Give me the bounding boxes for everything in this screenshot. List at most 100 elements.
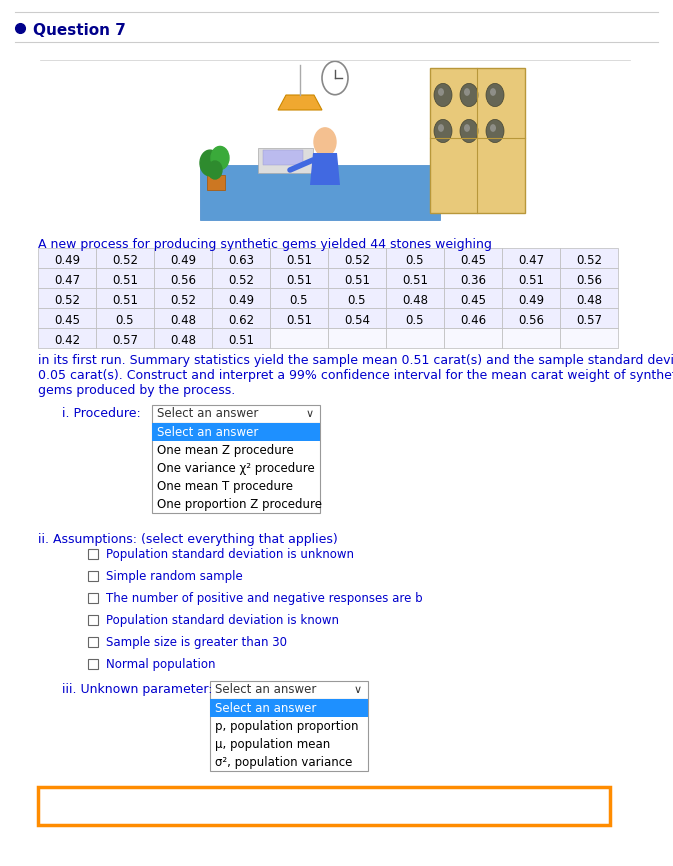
Bar [96, 308, 154, 328]
Bar [38, 787, 610, 825]
Polygon shape [310, 153, 340, 185]
Text: Select an answer: Select an answer [215, 683, 316, 696]
Text: 0.51: 0.51 [286, 314, 312, 327]
Bar [212, 308, 270, 328]
Bar [96, 328, 154, 348]
Text: The number of positive and negative responses are b: The number of positive and negative resp… [106, 592, 423, 605]
Text: gems produced by the process.: gems produced by the process. [38, 384, 236, 397]
Text: Sample size is greater than 30: Sample size is greater than 30 [106, 636, 287, 649]
Bar [263, 150, 303, 165]
Bar [328, 288, 386, 308]
Text: Question 7: Question 7 [33, 23, 126, 38]
Text: σ², population variance: σ², population variance [215, 756, 353, 769]
Text: ∨: ∨ [354, 685, 362, 695]
Bar [88, 593, 98, 603]
Bar [38, 248, 96, 268]
Bar [502, 308, 560, 328]
Bar [154, 288, 212, 308]
Bar [96, 248, 154, 268]
Bar [207, 175, 225, 190]
Text: iii. Unknown parameter:: iii. Unknown parameter: [62, 683, 213, 696]
Bar [88, 549, 98, 559]
Bar [212, 288, 270, 308]
Text: 0.51: 0.51 [518, 275, 544, 288]
Text: 0.42: 0.42 [54, 334, 80, 347]
Bar [88, 659, 98, 669]
Text: One proportion Z procedure: One proportion Z procedure [157, 498, 322, 511]
Text: One mean Z procedure: One mean Z procedure [157, 444, 293, 457]
Text: 0.48: 0.48 [402, 294, 428, 307]
Bar [38, 268, 96, 288]
Bar [560, 288, 618, 308]
Text: Simple random sample: Simple random sample [106, 570, 243, 583]
Bar [210, 681, 368, 699]
Bar [38, 308, 96, 328]
Bar [386, 328, 444, 348]
Text: Select an answer: Select an answer [215, 702, 316, 715]
Bar [96, 288, 154, 308]
Circle shape [434, 120, 452, 143]
Bar [560, 308, 618, 328]
Text: A new process for producing synthetic gems yielded 44 stones weighing: A new process for producing synthetic ge… [38, 238, 492, 251]
Circle shape [486, 83, 504, 107]
Bar [152, 423, 320, 513]
Bar [328, 308, 386, 328]
Text: in its first run. Summary statistics yield the sample mean 0.51 carat(s) and the: in its first run. Summary statistics yie… [38, 354, 673, 367]
Text: 0.57: 0.57 [112, 334, 138, 347]
Bar [88, 615, 98, 625]
Text: ii. Assumptions: (select everything that applies): ii. Assumptions: (select everything that… [38, 533, 338, 546]
Circle shape [464, 124, 470, 132]
Text: 0.52: 0.52 [170, 294, 196, 307]
Text: 0.51: 0.51 [402, 275, 428, 288]
Text: 0.49: 0.49 [518, 294, 544, 307]
Bar [154, 268, 212, 288]
Text: 0.54: 0.54 [344, 314, 370, 327]
Text: Population standard deviation is known: Population standard deviation is known [106, 614, 339, 627]
Text: 0.51: 0.51 [286, 275, 312, 288]
Bar [270, 268, 328, 288]
Bar [328, 328, 386, 348]
Text: 0.45: 0.45 [460, 255, 486, 268]
Circle shape [438, 124, 444, 132]
Bar [96, 268, 154, 288]
Bar [444, 328, 502, 348]
Text: Select an answer: Select an answer [157, 407, 258, 420]
Bar [270, 308, 328, 328]
Text: 0.51: 0.51 [112, 275, 138, 288]
Text: One variance χ² procedure: One variance χ² procedure [157, 462, 315, 475]
Bar [38, 328, 96, 348]
Bar [88, 571, 98, 581]
Bar [88, 637, 98, 647]
Bar [200, 165, 440, 220]
Text: 0.5: 0.5 [290, 294, 308, 307]
Bar [210, 699, 368, 717]
Text: 0.48: 0.48 [170, 334, 196, 347]
Bar [444, 288, 502, 308]
Circle shape [314, 128, 336, 156]
Bar [502, 328, 560, 348]
Bar [210, 699, 368, 771]
Circle shape [434, 83, 452, 107]
Text: 0.56: 0.56 [576, 275, 602, 288]
Text: 0.52: 0.52 [228, 275, 254, 288]
Text: 0.47: 0.47 [54, 275, 80, 288]
Bar [502, 288, 560, 308]
Circle shape [460, 83, 478, 107]
Text: 0.56: 0.56 [170, 275, 196, 288]
Bar [80, 62, 580, 222]
Bar [258, 148, 313, 173]
Text: 0.47: 0.47 [518, 255, 544, 268]
Text: 0.5: 0.5 [406, 314, 424, 327]
Bar [212, 248, 270, 268]
Text: 0.05 carat(s). Construct and interpret a 99% confidence interval for the mean ca: 0.05 carat(s). Construct and interpret a… [38, 369, 673, 382]
Text: μ, population mean: μ, population mean [215, 738, 330, 751]
Bar [386, 308, 444, 328]
Circle shape [490, 124, 496, 132]
Text: p, population proportion: p, population proportion [215, 720, 359, 733]
Text: 0.56: 0.56 [518, 314, 544, 327]
Bar [152, 423, 320, 441]
Text: 0.57: 0.57 [576, 314, 602, 327]
Bar [430, 68, 525, 213]
Bar [560, 248, 618, 268]
Bar [502, 268, 560, 288]
